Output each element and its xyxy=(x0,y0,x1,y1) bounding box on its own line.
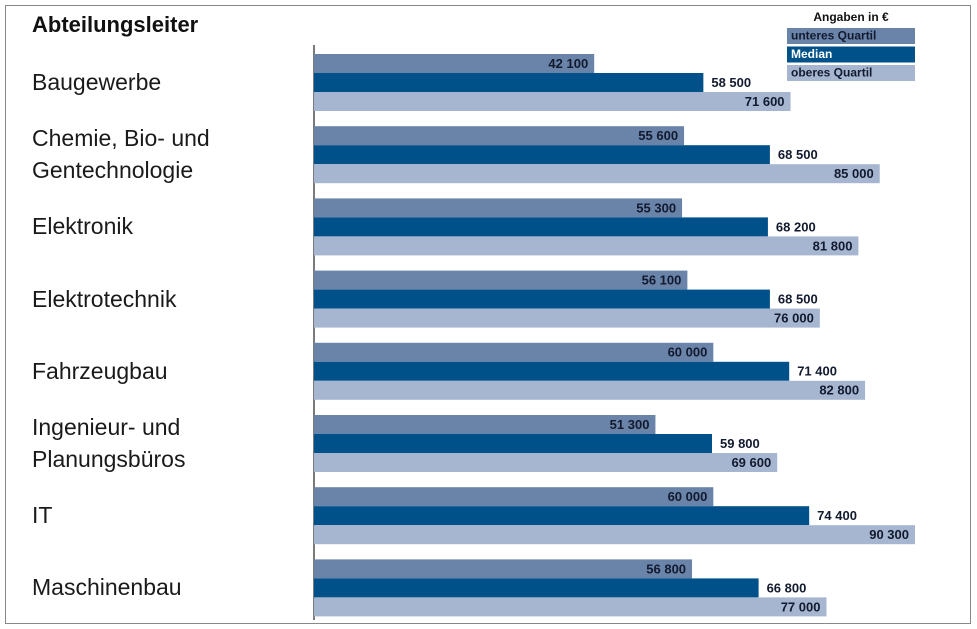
frame xyxy=(5,5,971,624)
bar xyxy=(314,453,778,472)
value-label: 59 800 xyxy=(720,436,760,451)
value-label: 71 600 xyxy=(745,94,785,109)
bar xyxy=(314,578,759,598)
value-label: 71 400 xyxy=(797,364,837,379)
bar xyxy=(314,342,714,362)
bar xyxy=(314,308,820,328)
legend-title: Angaben in € xyxy=(813,10,889,24)
bar xyxy=(314,217,768,237)
category-label: Elektronik xyxy=(32,213,133,240)
legend-swatch xyxy=(787,28,915,44)
value-label: 51 300 xyxy=(610,417,650,432)
bar xyxy=(314,289,770,309)
bar xyxy=(314,73,704,92)
category-label: Maschinenbau xyxy=(32,574,182,601)
bar xyxy=(314,54,595,73)
bar xyxy=(314,92,791,111)
chart-title: Abteilungsleiter xyxy=(32,12,199,37)
legend-swatch xyxy=(787,46,915,63)
bar xyxy=(314,597,827,617)
value-label: 74 400 xyxy=(817,508,857,523)
bar xyxy=(314,126,685,146)
value-label: 42 100 xyxy=(548,56,588,71)
category-label: IT xyxy=(32,502,53,529)
bar xyxy=(314,487,714,507)
legend-label: oberes Quartil xyxy=(791,66,872,80)
value-label: 68 200 xyxy=(776,219,816,234)
value-label: 69 600 xyxy=(731,455,771,470)
category-label: Fahrzeugbau xyxy=(32,357,168,384)
legend-label: unteres Quartil xyxy=(791,29,876,43)
bar xyxy=(314,559,693,579)
value-label: 68 500 xyxy=(778,292,818,307)
bar xyxy=(314,270,688,290)
bar xyxy=(314,434,713,453)
bar xyxy=(314,164,880,184)
category-label: Baugewerbe xyxy=(32,69,162,95)
value-label: 55 600 xyxy=(638,128,678,143)
bar xyxy=(314,236,859,256)
bar xyxy=(314,525,915,545)
value-label: 60 000 xyxy=(668,489,708,504)
category-label: Ingenieur- und Planungsbüros xyxy=(32,414,186,472)
value-label: 81 800 xyxy=(813,238,853,253)
value-label: 56 800 xyxy=(646,561,686,576)
value-label: 60 000 xyxy=(668,345,708,360)
value-label: 68 500 xyxy=(778,147,818,162)
category-label: Elektrotechnik xyxy=(32,285,177,312)
category-label: Chemie, Bio- und Gentechnologie xyxy=(32,125,210,184)
value-label: 82 800 xyxy=(819,383,859,398)
value-label: 85 000 xyxy=(834,166,874,181)
value-label: 90 300 xyxy=(869,527,909,542)
value-label: 76 000 xyxy=(774,311,814,326)
value-label: 55 300 xyxy=(636,200,676,215)
bar xyxy=(314,361,790,381)
bar xyxy=(314,506,810,526)
legend-swatch xyxy=(787,65,915,81)
value-label: 58 500 xyxy=(711,75,751,90)
bar xyxy=(314,145,770,165)
legend-label: Median xyxy=(791,47,832,61)
bar xyxy=(314,380,866,400)
value-label: 77 000 xyxy=(781,599,821,614)
bar xyxy=(314,415,656,434)
value-label: 66 800 xyxy=(767,580,807,595)
bar xyxy=(314,198,683,218)
value-label: 56 100 xyxy=(642,273,682,288)
